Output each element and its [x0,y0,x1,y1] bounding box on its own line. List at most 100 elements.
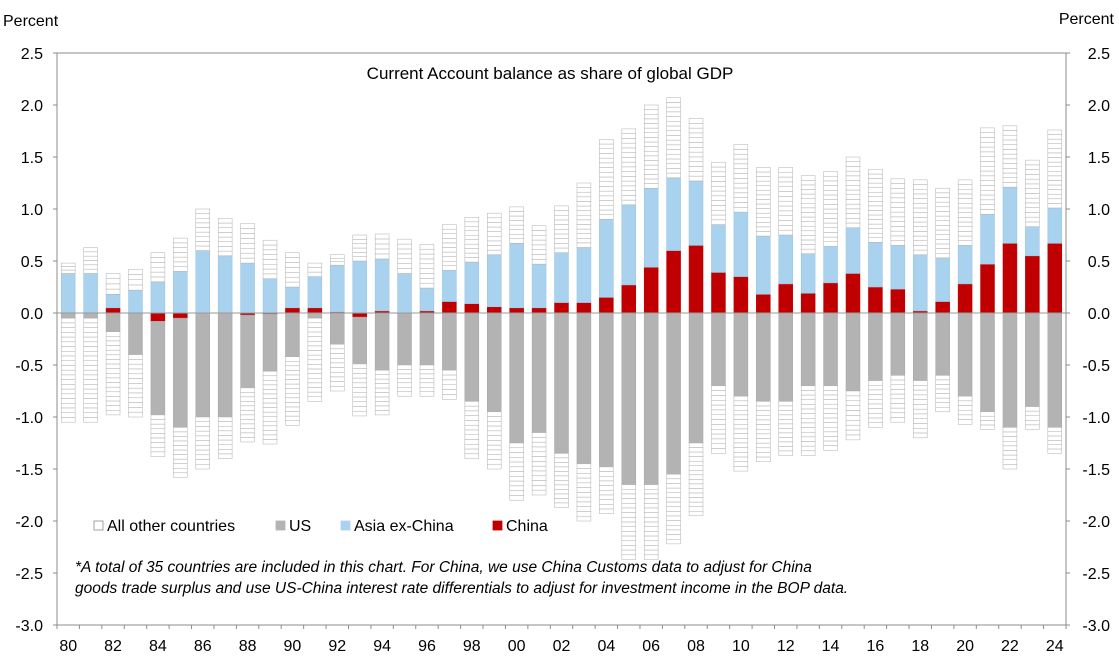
bar-slice-other-country [688,137,704,143]
bar-slice-other-country [621,498,636,504]
bar-slice-other-country [733,438,749,444]
bar-slice-other-country [756,217,771,223]
bar-slice-other-country [576,205,592,211]
bar-slice-other-country [464,248,480,254]
bar-slice-other-country [1002,144,1018,150]
bar-slice-other-country [83,336,98,343]
bar-slice-other-country [83,379,98,385]
bar-slice-other-country [823,390,838,396]
bar-slice-other-country [83,251,98,257]
bar-segment-all-other-countries [128,354,143,418]
bar-slice-other-country [105,345,121,351]
bar-segment-all-other-countries [890,178,906,246]
bar-slice-other-country [217,449,233,455]
bar-slice-other-country [217,232,233,238]
bar-slice-other-country [1002,427,1018,433]
bar-slice-other-country [688,151,704,158]
bar-segment-all-other-countries [1025,159,1040,227]
bar-slice-other-country [83,346,98,352]
bar-segment-all-other-countries [823,385,838,451]
bar-slice-other-country [733,173,749,179]
bar-slice-other-country [868,380,883,386]
bar-slice-other-country [576,233,592,239]
bar-slice-other-country [419,378,435,384]
bar-slice-other-country [621,484,636,490]
bar-slice-other-country [262,421,278,427]
bar-slice-other-country [464,405,480,412]
bar-slice-other-country [464,444,480,450]
bar-slice-other-country [890,211,906,218]
bar-slice-other-country [666,163,681,169]
bar-slice-other-country [150,451,166,457]
bar-slice-other-country [666,511,681,517]
bar-slice-other-country [913,235,928,241]
bar-slice-other-country [957,235,973,241]
bar-slice-other-country [105,363,121,369]
bar-slice-other-country [419,391,435,397]
bar-slice-other-country [285,406,300,412]
bar-segment-all-other-countries [957,395,973,425]
bar-segment-all-other-countries [688,118,704,182]
bar-segment-all-other-countries [643,104,659,189]
bar-slice-other-country [576,473,592,479]
bar-slice-other-country [599,176,614,182]
bar-segment-asia-ex-china [1047,207,1063,244]
bar-slice-other-country [487,222,502,228]
bar-slice-other-country [128,387,143,394]
bar-segment-all-other-countries [800,175,816,254]
bar-slice-other-country [128,354,143,360]
bar-slice-other-country [83,317,98,324]
bar-slice-other-country [217,453,233,459]
bar-slice-other-country [442,238,457,244]
bar-slice-other-country [666,102,681,108]
bar-slice-other-country [733,433,749,439]
bar-slice-other-country [487,463,502,470]
bar-slice-other-country [307,373,323,379]
bar-segment-china [554,302,569,314]
bar-slice-other-country [307,262,323,268]
bar-slice-other-country [599,195,614,201]
bar-slice-other-country [643,503,659,509]
bar-slice-other-country [643,127,659,133]
bar-slice-other-country [285,411,300,417]
bar-slice-other-country [262,439,278,445]
y-tick-label-right: -1.0 [1082,410,1110,427]
bar-slice-other-country [599,209,614,215]
bar-segment-all-other-countries [778,167,793,236]
bar-slice-other-country [1002,436,1018,442]
bar-segment-us [643,312,659,485]
bar-slice-other-country [374,410,390,416]
bar-slice-other-country [643,174,659,180]
bar-slice-other-country [1025,169,1040,175]
y-tick-label-left: -1.0 [15,410,43,427]
bar-slice-other-country [554,219,569,225]
bar-slice-other-country [756,176,771,182]
bar-slice-other-country [554,484,569,490]
bar-slice-other-country [890,183,906,189]
bar-slice-other-country [1047,157,1062,163]
y-tick-label-right: 2.0 [1088,98,1110,115]
bar-slice-other-country [800,184,816,190]
bar-slice-other-country [195,213,210,219]
bar-slice-other-country [442,374,457,381]
bar-slice-other-country [688,470,704,476]
bar-slice-other-country [352,243,367,249]
bar-slice-other-country [128,411,143,418]
bar-slice-other-country [61,317,76,324]
bar-slice-other-country [352,234,367,240]
bar-slice-other-country [262,273,278,279]
x-tick-label: 96 [418,638,436,655]
bar-segment-us [240,314,255,389]
bar-slice-other-country [621,147,636,153]
bar-segment-us [105,312,121,333]
bar-slice-other-country [666,139,681,146]
bar-slice-other-country [173,472,188,478]
bar-slice-other-country [756,438,771,444]
bar-slice-other-country [1047,161,1062,167]
bar-slice-other-country [711,214,726,221]
bar-slice-other-country [531,475,547,481]
bar-slice-other-country [711,171,726,177]
bar-slice-other-country [643,118,659,124]
bar-slice-other-country [800,225,816,232]
legend-swatch [275,520,286,531]
